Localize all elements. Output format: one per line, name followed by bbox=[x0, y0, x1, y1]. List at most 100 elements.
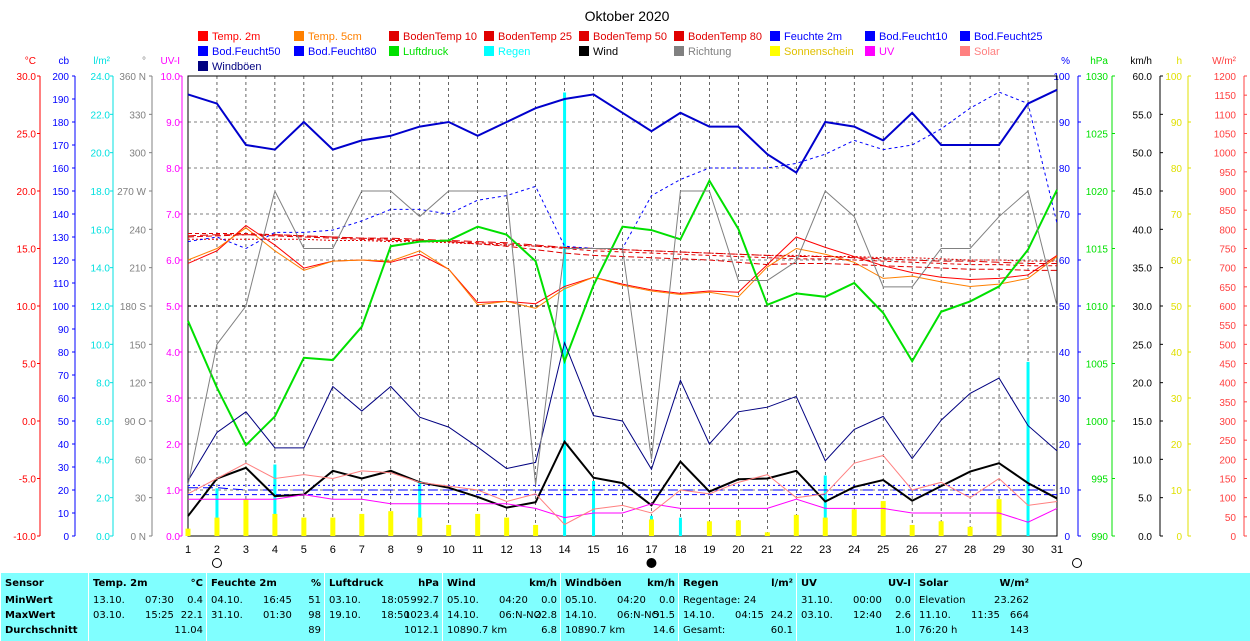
stats-cell-value: 6.8 bbox=[541, 625, 557, 636]
axis-tick-2-0: 24.0 bbox=[91, 72, 111, 83]
stats-title: Wind bbox=[447, 578, 476, 589]
stats-row: MinWert bbox=[5, 595, 85, 611]
axis-tick-9-13: 550 bbox=[1219, 321, 1236, 332]
x-tick-30: 30 bbox=[1022, 544, 1034, 556]
stats-cell-value: 89 bbox=[308, 625, 321, 636]
axis-tick-4-4: 6.0 bbox=[166, 256, 180, 267]
axis-tick-4-0: 10.0 bbox=[161, 72, 181, 83]
axis-tick-1-3: 170 bbox=[52, 141, 69, 152]
legend-swatch-bod-feucht80 bbox=[294, 46, 304, 56]
stats-row: 11.04 bbox=[93, 625, 203, 641]
legend-swatch-bodentemp-25 bbox=[484, 31, 494, 41]
stats-column-feuchte-2m: Feuchte 2m% 04.10. 16:45 51 31.10. 01:30 98 89 bbox=[206, 573, 325, 641]
stats-cell-b: 11:35 bbox=[971, 610, 1000, 621]
axis-tick-5-9: 10 bbox=[1059, 486, 1071, 497]
stats-cell-b: 06:N-NO bbox=[499, 610, 542, 621]
axis-tick-4-7: 3.0 bbox=[166, 394, 180, 405]
stats-header: Temp. 2m °C bbox=[93, 578, 203, 594]
axis-unit-h: h bbox=[1176, 56, 1182, 67]
stats-cell-value: 23.262 bbox=[994, 595, 1029, 606]
stats-row: 03.10. 12:40 2.6 bbox=[801, 610, 911, 626]
stats-row: 10890.7 km 14.6 bbox=[565, 625, 675, 641]
legend-swatch-bodentemp-80 bbox=[674, 31, 684, 41]
stats-column-regen: Regen l/m² Regentage: 24 14.10. 04:15 24.2 Ges… bbox=[678, 573, 797, 641]
legend-swatch-windb-en bbox=[198, 61, 208, 71]
bar-sonnenschein-9 bbox=[417, 517, 423, 536]
legend-label-bodentemp-10: BodenTemp 10 bbox=[403, 31, 477, 43]
axis-tick-1-1: 190 bbox=[52, 95, 69, 106]
stats-cell-b: 18:50 bbox=[381, 610, 410, 621]
axis-tick-9-9: 750 bbox=[1219, 245, 1236, 256]
axis-tick-1-8: 120 bbox=[52, 256, 69, 267]
stats-cell-a: 76:20 h bbox=[919, 625, 958, 636]
x-tick-26: 26 bbox=[906, 544, 918, 556]
bar-regen-4 bbox=[273, 464, 277, 536]
stats-column-wind: Wind km/h 05.10. 04:20 0.0 14.10. 06:N-NO 22.8 1… bbox=[442, 573, 561, 641]
axis-tick-6-6: 1000 bbox=[1086, 417, 1109, 428]
axis-tick-6-5: 1005 bbox=[1086, 360, 1109, 371]
axis-tick-9-24: 0 bbox=[1230, 532, 1236, 543]
axis-tick-8-5: 50 bbox=[1171, 302, 1183, 313]
bar-sonnenschein-24 bbox=[851, 509, 857, 536]
bar-sonnenschein-20 bbox=[735, 520, 741, 536]
axis-tick-0-5: 5.0 bbox=[22, 360, 36, 371]
bar-regen-18 bbox=[678, 517, 682, 536]
stats-cell-a: 19.10. bbox=[329, 610, 361, 621]
axis-tick-7-3: 45.0 bbox=[1133, 187, 1153, 198]
bar-regen-23 bbox=[823, 475, 827, 536]
axis-tick-8-4: 60 bbox=[1171, 256, 1183, 267]
axis-tick-9-17: 350 bbox=[1219, 398, 1236, 409]
stats-cell-value: 2.6 bbox=[895, 610, 911, 621]
stats-row: Durchschnitt bbox=[5, 625, 85, 641]
axis-tick-9-15: 450 bbox=[1219, 360, 1236, 371]
axis-tick-1-20: 0 bbox=[63, 532, 69, 543]
bar-sonnenschein-22 bbox=[793, 514, 799, 536]
series-bodentemp-80 bbox=[188, 238, 1057, 262]
legend-swatch-sonnenschein bbox=[770, 46, 780, 56]
axis-tick-0-0: 30.0 bbox=[17, 72, 37, 83]
axis-tick-3-3: 270 W bbox=[117, 187, 146, 198]
bar-regen-2 bbox=[215, 488, 219, 536]
axis-tick-7-11: 5.0 bbox=[1138, 494, 1152, 505]
stats-cell-value: 0.0 bbox=[895, 595, 911, 606]
series-feuchte-2m bbox=[187, 88, 1058, 175]
axis-tick-4-10: 0.0 bbox=[166, 532, 180, 543]
axis-tick-3-10: 60 bbox=[135, 455, 147, 466]
axis-tick-1-6: 140 bbox=[52, 210, 69, 221]
axis-unit-km-h: km/h bbox=[1130, 56, 1152, 67]
bar-sonnenschein-21 bbox=[764, 532, 770, 536]
axis-tick-7-7: 25.0 bbox=[1133, 340, 1153, 351]
stats-cell-value: 1012.1 bbox=[404, 625, 439, 636]
stats-row: 1012.1 bbox=[329, 625, 439, 641]
legend-label-bod-feucht50: Bod.Feucht50 bbox=[212, 46, 281, 58]
bar-regen-9 bbox=[418, 481, 422, 536]
stats-cell-a: 14.10. bbox=[565, 610, 597, 621]
stats-row: 1.0 bbox=[801, 625, 911, 641]
axis-tick-1-5: 150 bbox=[52, 187, 69, 198]
series-bod-feucht25 bbox=[188, 487, 1057, 491]
stats-cell-value: 98 bbox=[308, 610, 321, 621]
axis-tick-9-12: 600 bbox=[1219, 302, 1236, 313]
axis-tick-6-4: 1010 bbox=[1086, 302, 1109, 313]
legend-label-wind: Wind bbox=[593, 46, 618, 58]
axis-unit-cb: cb bbox=[58, 56, 69, 67]
x-tick-10: 10 bbox=[443, 544, 455, 556]
x-tick-24: 24 bbox=[848, 544, 860, 556]
x-tick-28: 28 bbox=[964, 544, 976, 556]
stats-cell-a: 03.10. bbox=[329, 595, 361, 606]
stats-cell-value: 1.0 bbox=[895, 625, 911, 636]
axis-tick-0-4: 10.0 bbox=[17, 302, 37, 313]
axis-tick-7-1: 55.0 bbox=[1133, 110, 1153, 121]
moon-new-icon bbox=[646, 558, 657, 568]
stats-row: Elevation 23.262 bbox=[919, 595, 1029, 611]
moon-full-icon bbox=[211, 558, 222, 568]
axis-tick-6-8: 990 bbox=[1091, 532, 1108, 543]
axis-tick-8-7: 30 bbox=[1171, 394, 1183, 405]
legend-label-bodentemp-50: BodenTemp 50 bbox=[593, 31, 667, 43]
stats-cell-a: 05.10. bbox=[447, 595, 479, 606]
axis-tick-1-18: 20 bbox=[58, 486, 70, 497]
stats-title: Windböen bbox=[565, 578, 622, 589]
legend-label-uv: UV bbox=[879, 46, 895, 58]
stats-cell-a: 10890.7 km bbox=[565, 625, 626, 636]
stats-column-uv: UV UV-I 31.10. 00:00 0.0 03.10. 12:40 2.6 1.0 bbox=[796, 573, 915, 641]
